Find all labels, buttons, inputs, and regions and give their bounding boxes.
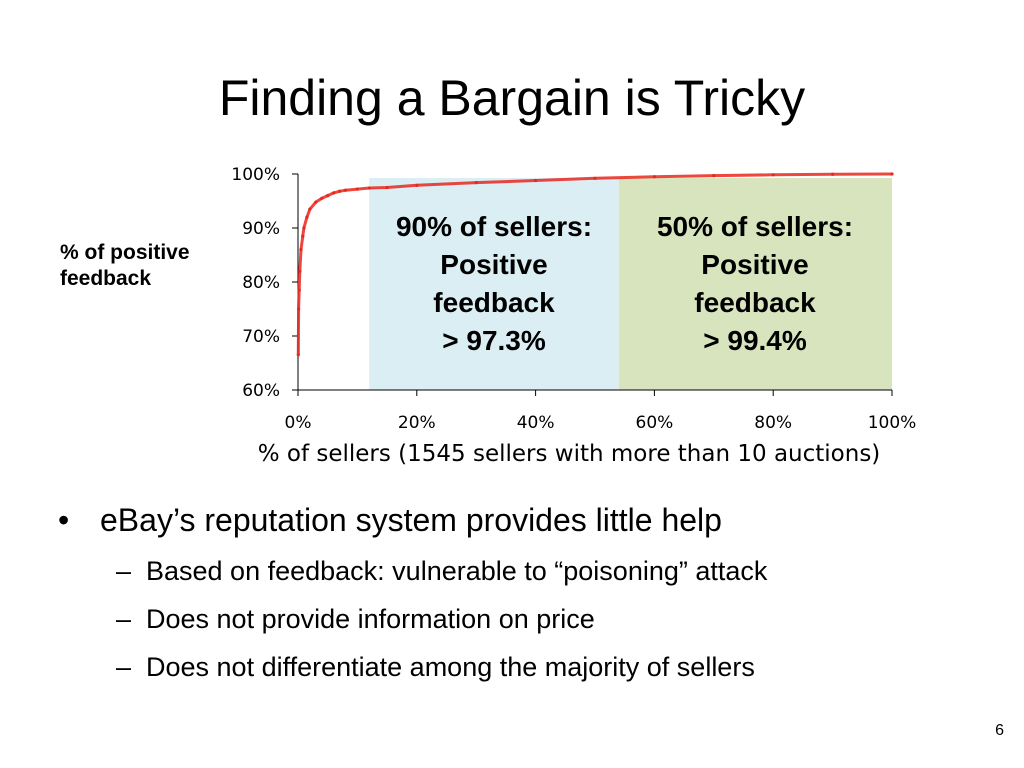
- bullet-marker: •: [58, 502, 70, 538]
- x-tick-label: 100%: [868, 413, 917, 433]
- data-point: [343, 188, 348, 192]
- data-point: [302, 226, 306, 230]
- data-point: [534, 178, 538, 183]
- data-point: [332, 191, 336, 195]
- bullet-main-text: eBay’s reputation system provides little…: [100, 502, 722, 538]
- sub-bullet: – Does not provide information on price: [116, 602, 998, 636]
- data-point: [337, 189, 342, 193]
- data-point: [712, 174, 716, 178]
- data-point: [831, 172, 835, 176]
- x-tick-label: 0%: [285, 413, 312, 433]
- annotation-50-percent: 50% of sellers: Positive feedback > 99.4…: [656, 211, 854, 356]
- sub-bullet-marker: –: [116, 652, 132, 682]
- shaded-region-2: [618, 178, 892, 390]
- y-tick-label: 90%: [242, 219, 280, 239]
- data-point: [771, 173, 775, 177]
- y-tick-label: 60%: [242, 381, 280, 401]
- data-point: [296, 353, 300, 357]
- data-point: [652, 175, 657, 179]
- x-tick-label: 20%: [398, 413, 436, 433]
- slide-title: Finding a Bargain is Tricky: [218, 70, 806, 126]
- sub-bullet-marker: –: [116, 604, 132, 634]
- sub-bullet-text: Does not provide information on price: [146, 604, 595, 634]
- data-point: [301, 234, 305, 238]
- data-point: [296, 307, 301, 311]
- y-tick-label: 70%: [242, 327, 280, 347]
- sub-bullet-text: Based on feedback: vulnerable to “poison…: [146, 556, 768, 586]
- bullet-main: • eBay’s reputation system provides litt…: [58, 500, 998, 540]
- data-point: [355, 187, 359, 191]
- y-tick-label: 80%: [242, 273, 280, 293]
- sub-bullet: – Does not differentiate among the major…: [116, 650, 998, 684]
- data-point: [367, 186, 371, 190]
- data-point: [299, 248, 303, 252]
- data-point: [890, 172, 894, 176]
- sub-bullet-marker: –: [116, 556, 132, 586]
- data-point: [308, 207, 312, 211]
- data-point: [326, 194, 330, 198]
- data-point: [314, 200, 318, 204]
- sub-bullet-text: Does not differentiate among the majorit…: [146, 652, 755, 682]
- x-tick-label: 60%: [636, 413, 674, 433]
- x-tick-label: 40%: [517, 413, 555, 433]
- x-tick-label: 80%: [754, 413, 792, 433]
- data-point: [320, 196, 324, 200]
- data-point: [298, 269, 302, 273]
- bullet-list: • eBay’s reputation system provides litt…: [58, 500, 998, 684]
- page-number: 6: [995, 722, 1004, 739]
- data-point: [385, 185, 389, 190]
- data-point: [474, 181, 478, 185]
- chart-x-axis-label: % of sellers (1545 sellers with more tha…: [257, 441, 881, 467]
- y-tick-label: 100%: [231, 165, 280, 185]
- annotation-90-percent: 90% of sellers: Positive feedback > 97.3…: [395, 211, 593, 356]
- shaded-region-1: [369, 178, 619, 390]
- data-point: [415, 183, 419, 187]
- chart-y-axis-label: % of positive feedback: [60, 241, 190, 290]
- data-point: [593, 176, 597, 180]
- sub-bullet: – Based on feedback: vulnerable to “pois…: [116, 554, 998, 588]
- feedback-chart: 100%90%80%70%60%0% 20% 40% 60% 80% 100%: [231, 165, 917, 433]
- data-point: [305, 215, 309, 219]
- data-point: [297, 288, 301, 292]
